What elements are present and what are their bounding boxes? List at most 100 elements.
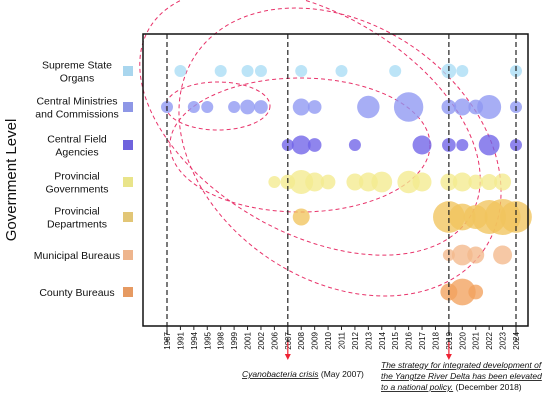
category-swatch-0: [123, 66, 133, 76]
category-label-3-0: Provincial: [54, 171, 100, 183]
bubble-14: [240, 99, 255, 115]
x-tick-label-2020: 2020: [458, 331, 467, 349]
category-label-1-0: Central Ministries: [36, 96, 117, 108]
category-swatch-5: [123, 250, 133, 260]
x-tick-label-2023: 2023: [499, 331, 508, 349]
x-tick-label-1999: 1999: [230, 331, 239, 349]
bubble-43: [412, 172, 432, 192]
x-tick-label-2017: 2017: [418, 331, 427, 349]
bubble-21: [453, 98, 471, 116]
bubble-23: [477, 95, 502, 119]
category-swatch-6: [123, 287, 133, 297]
bubble-31: [456, 139, 469, 151]
bubble-39: [346, 173, 364, 191]
bubble-6: [389, 65, 402, 77]
bubble-61: [448, 278, 476, 306]
bubble-11: [187, 101, 200, 113]
x-tick-label-2006: 2006: [270, 331, 279, 349]
bubble-37: [305, 172, 325, 192]
bubble-47: [481, 173, 498, 191]
bubble-27: [307, 138, 322, 152]
highlight-ellipse-0: [165, 81, 271, 131]
bubble-36: [289, 170, 314, 194]
x-tick-label-2016: 2016: [405, 331, 414, 349]
x-tick-label-2021: 2021: [472, 331, 481, 349]
event-lines: [166, 34, 517, 342]
x-tick-label-1991: 1991: [176, 331, 185, 349]
x-axis: 1987 1991 1994 1995 1998 1999 2001 2002 2006 2007…: [163, 326, 521, 350]
bubble-48: [494, 173, 512, 191]
bubble-16: [292, 98, 310, 116]
x-tick-label-2009: 2009: [311, 331, 320, 349]
bubble-2: [241, 65, 254, 77]
bubble-34: [268, 176, 281, 188]
bubble-0: [174, 65, 187, 77]
category-label-2-1: Agencies: [55, 147, 98, 159]
bubble-1: [214, 65, 227, 77]
category-swatch-2: [123, 140, 133, 150]
annotations: Cyanobacteria crisis (May 2007) The strat…: [242, 342, 543, 392]
annotation-0-line-0: Cyanobacteria crisis (May 2007): [242, 369, 364, 379]
x-tick-label-2018: 2018: [431, 331, 440, 349]
category-label-4-0: Provincial: [54, 206, 100, 218]
x-tick-label-2010: 2010: [324, 331, 333, 349]
category-swatch-1: [123, 102, 133, 112]
bubble-8: [456, 65, 469, 77]
x-tick-label-2022: 2022: [485, 331, 494, 349]
bubble-25: [281, 139, 294, 151]
annotation-0-line-0-part-1: (May 2007): [319, 369, 365, 379]
annotation-1-line-1: the Yangtze River Delta has been elevate…: [381, 371, 542, 381]
annotation-1-line-0-part-0: The strategy for integrated development …: [381, 360, 543, 370]
bubble-42: [397, 170, 420, 194]
bubble-12: [201, 101, 214, 113]
bubble-46: [468, 174, 484, 190]
x-tick-label-1987: 1987: [163, 331, 172, 349]
x-tick-label-2002: 2002: [257, 331, 266, 349]
bubble-17: [307, 100, 322, 114]
annotation-1-line-2-part-0: to a national policy.: [381, 382, 453, 392]
bubble-41: [371, 171, 393, 193]
bubble-13: [228, 101, 241, 113]
x-tick-label-2007: 2007: [284, 331, 293, 349]
category-swatch-3: [123, 177, 133, 187]
x-tick-label-2011: 2011: [338, 331, 347, 349]
bubble-59: [493, 245, 513, 265]
bubble-18: [357, 95, 380, 119]
x-tick-label-2013: 2013: [364, 331, 373, 349]
x-tick-label-2019: 2019: [445, 331, 454, 349]
bubble-5: [335, 65, 348, 77]
annotation-arrowhead-1: [445, 354, 452, 360]
bubble-38: [320, 174, 336, 190]
annotation-1-line-2: to a national policy. (December 2018): [381, 382, 522, 392]
x-tick-label-2012: 2012: [351, 331, 360, 349]
x-tick-label-2008: 2008: [297, 331, 306, 349]
annotation-1-line-0: The strategy for integrated development …: [381, 360, 543, 370]
bubble-62: [468, 284, 484, 300]
category-label-6-0: County Bureaus: [39, 287, 114, 299]
category-label-5-0: Municipal Bureaus: [34, 250, 120, 262]
x-tick-label-1994: 1994: [190, 331, 199, 349]
bubble-19: [393, 92, 424, 122]
annotation-arrowhead-0: [284, 354, 291, 360]
bubble-30: [442, 138, 456, 152]
x-tick-label-2001: 2001: [244, 331, 253, 349]
bubble-49: [292, 208, 310, 226]
x-tick-label-2014: 2014: [378, 331, 387, 349]
bubbles: [161, 63, 532, 306]
category-label-1-1: and Commissions: [35, 109, 118, 121]
x-tick-label-2024: 2024: [512, 331, 521, 349]
category-label-2-0: Central Field: [47, 134, 107, 146]
x-tick-label-2015: 2015: [391, 331, 400, 349]
category-label-0-0: Supreme State: [42, 60, 112, 72]
bubble-57: [451, 244, 473, 266]
bubble-58: [467, 246, 485, 264]
category-label-0-1: Organs: [60, 73, 94, 85]
highlight-ellipse-3: [178, 7, 502, 297]
bubble-15: [254, 100, 268, 114]
x-tick-label-1998: 1998: [217, 331, 226, 349]
bubble-45: [452, 172, 472, 192]
bubble-3: [254, 65, 267, 77]
y-axis-label: Government Level: [3, 119, 20, 242]
